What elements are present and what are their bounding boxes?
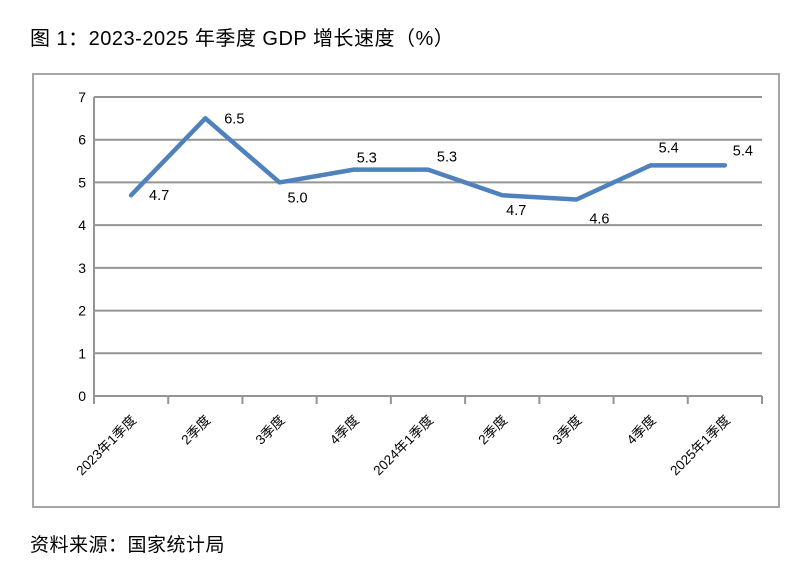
y-axis-tick-label: 5 — [78, 174, 86, 190]
x-axis-label: 3季度 — [550, 413, 585, 448]
y-axis-tick-label: 6 — [78, 132, 86, 148]
data-label: 5.3 — [357, 151, 377, 167]
y-axis-tick-label: 4 — [78, 217, 86, 233]
x-axis-label: 2季度 — [178, 413, 213, 448]
x-axis-label: 4季度 — [624, 413, 659, 448]
y-axis-tick-label: 7 — [78, 89, 86, 105]
data-label: 4.7 — [149, 188, 169, 204]
y-axis-tick-label: 3 — [78, 260, 86, 276]
source-note: 资料来源：国家统计局 — [30, 535, 226, 556]
data-label: 5.4 — [733, 143, 753, 159]
gdp-line — [128, 116, 728, 202]
page-title: 图 1：2023-2025 年季度 GDP 增长速度（%） — [30, 28, 455, 50]
x-axis-label: 2023年1季度 — [73, 413, 139, 479]
data-label: 4.6 — [589, 212, 609, 228]
data-label: 6.5 — [224, 111, 244, 127]
data-label: 5.0 — [287, 190, 307, 206]
data-label: 4.7 — [506, 203, 526, 219]
x-axis-label: 3季度 — [253, 413, 288, 448]
x-axis-label: 2024年1季度 — [370, 413, 436, 479]
x-axis-label: 4季度 — [327, 413, 362, 448]
data-label: 5.4 — [659, 140, 679, 156]
y-axis-tick-label: 0 — [78, 388, 86, 404]
gdp-line-chart: 0 1 2 3 4 5 6 7 4.7 6.5 5.0 5.3 5.3 4.7 4.6 5.4 5.4 2023年… — [32, 73, 780, 508]
chart-canvas: 0 1 2 3 4 5 6 7 4.7 6.5 5.0 5.3 5.3 4.7 4.6 5.4 5.4 2023年… — [73, 89, 763, 479]
data-label: 5.3 — [437, 150, 457, 166]
x-axis-label: 2025年1季度 — [667, 413, 733, 479]
y-axis-tick-label: 1 — [78, 345, 86, 361]
y-axis-tick-label: 2 — [78, 303, 86, 319]
x-axis-label: 2季度 — [475, 413, 510, 448]
